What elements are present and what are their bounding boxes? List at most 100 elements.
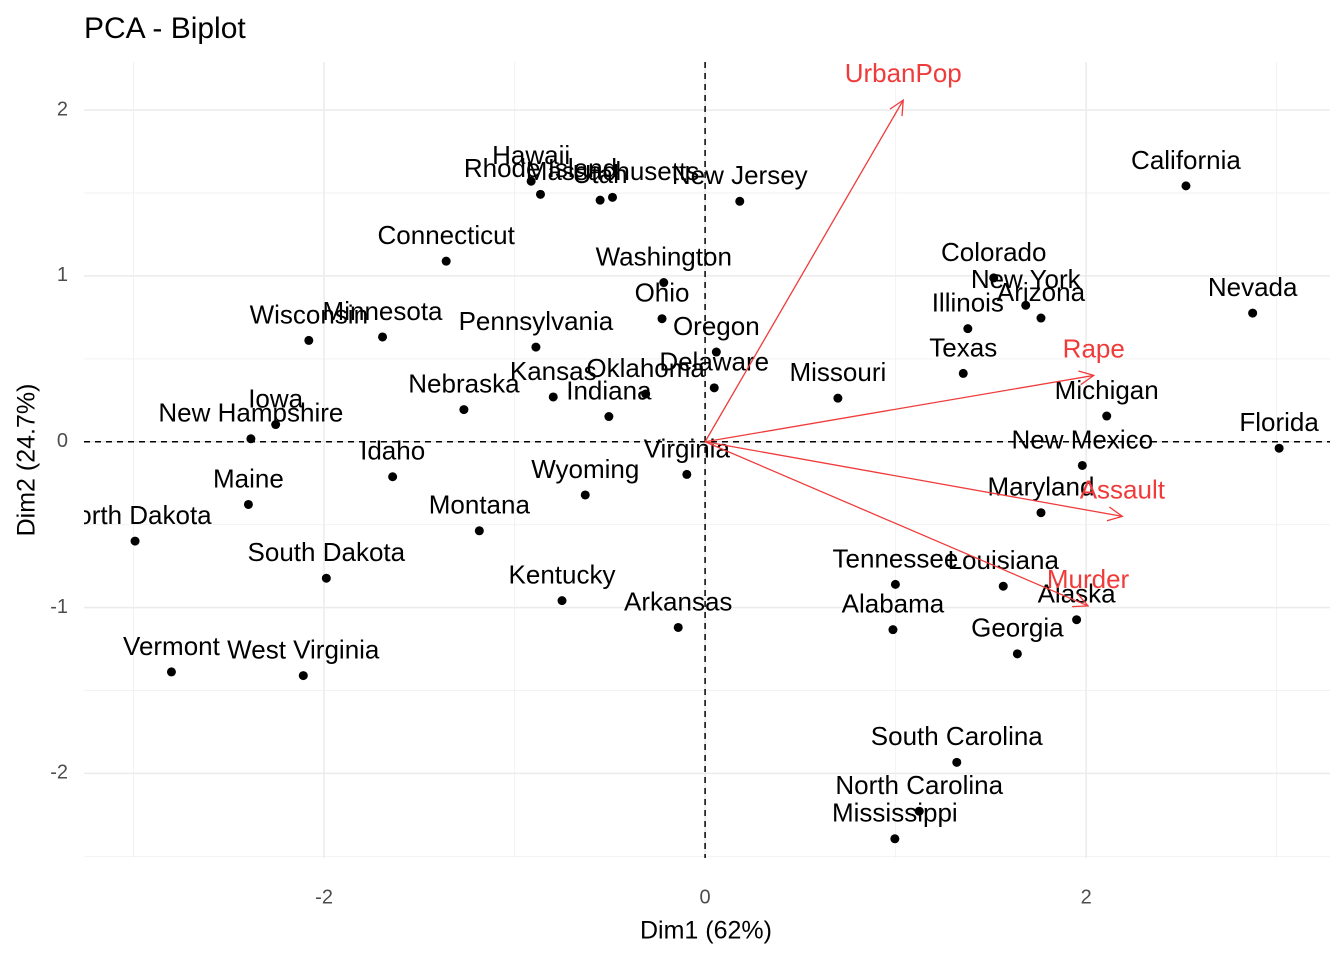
point xyxy=(890,579,900,589)
point xyxy=(243,499,253,509)
point-label: New York xyxy=(971,264,1082,294)
variable-label: Rape xyxy=(1063,333,1125,363)
point xyxy=(304,335,314,345)
point xyxy=(890,834,900,844)
arrow-head xyxy=(1078,370,1096,386)
variable-arrow xyxy=(704,441,1124,522)
x-tick-label: 0 xyxy=(700,886,711,908)
point-label: New Hampshire xyxy=(158,398,343,428)
point xyxy=(1012,649,1022,659)
point xyxy=(682,469,692,479)
point xyxy=(321,573,331,583)
y-tick-label: -2 xyxy=(50,762,68,784)
arrow-line xyxy=(704,441,1123,518)
point-label: Arizona xyxy=(997,277,1086,307)
point-label: Idaho xyxy=(360,436,425,466)
variable-arrow xyxy=(704,370,1096,443)
point-label: Alaska xyxy=(1038,579,1117,609)
x-tick-label: -2 xyxy=(315,886,333,908)
point-label: Michigan xyxy=(1055,375,1159,405)
point xyxy=(548,392,558,402)
variable-label: Assault xyxy=(1080,474,1166,504)
point-label: New Jersey xyxy=(672,160,808,190)
point xyxy=(1077,460,1087,470)
point xyxy=(1248,308,1258,318)
x-axis-title: Dim1 (62%) xyxy=(640,917,772,945)
point-label: New Mexico xyxy=(1012,424,1154,454)
point xyxy=(1102,411,1112,421)
y-tick-label: 0 xyxy=(57,430,68,452)
point-label: Iowa xyxy=(248,383,303,413)
point xyxy=(989,273,999,283)
point xyxy=(531,342,541,352)
point-label: Wisconsin xyxy=(250,299,368,329)
point-label: West Virginia xyxy=(227,634,380,664)
point-label: Maryland xyxy=(988,472,1095,502)
point-label: Hawaii xyxy=(492,140,570,170)
point-label: South Dakota xyxy=(248,537,406,567)
point-label: Vermont xyxy=(123,631,221,661)
point xyxy=(388,472,398,482)
point xyxy=(673,622,683,632)
point xyxy=(1274,443,1284,453)
chart-title: PCA - Biplot xyxy=(84,12,246,45)
point-label: Rhode Island xyxy=(464,153,617,183)
point xyxy=(659,278,669,288)
arrow-line xyxy=(704,441,1089,607)
arrow-head xyxy=(889,98,904,117)
point xyxy=(711,347,721,357)
point-label: Wyoming xyxy=(531,454,639,484)
point xyxy=(1036,508,1046,518)
point xyxy=(914,806,924,816)
point-label: Nevada xyxy=(1208,272,1298,302)
point-label: Pennsylvania xyxy=(459,306,614,336)
point-label: Montana xyxy=(429,490,531,520)
point-label: Virginia xyxy=(644,433,731,463)
arrow-head xyxy=(1106,506,1124,522)
point xyxy=(246,434,256,444)
variable-arrow xyxy=(704,441,1090,608)
point-label: Tennessee xyxy=(833,543,959,573)
point xyxy=(1036,313,1046,323)
point xyxy=(535,189,545,199)
point-label: Alabama xyxy=(842,589,945,619)
point xyxy=(709,383,719,393)
point xyxy=(952,757,962,767)
grid: -2 0 2 -2 -1 0 1 2 xyxy=(50,62,1330,908)
point-label: Mississippi xyxy=(832,798,958,828)
point xyxy=(298,671,308,681)
point-label: North Carolina xyxy=(835,770,1003,800)
point-label: Illinois xyxy=(932,288,1004,318)
point-label: Texas xyxy=(929,332,997,362)
point xyxy=(963,324,973,334)
point xyxy=(130,536,140,546)
point xyxy=(1072,615,1082,625)
point-label: Indiana xyxy=(566,375,652,405)
point-label: Georgia xyxy=(971,613,1064,643)
point xyxy=(441,256,451,266)
point-label: Kentucky xyxy=(509,560,616,590)
point-label: Washington xyxy=(596,241,732,271)
point xyxy=(657,314,667,324)
point-label: Nebraska xyxy=(408,368,520,398)
point-label: Arkansas xyxy=(624,586,732,616)
variable-label: Murder xyxy=(1047,564,1130,594)
point-label: Minnesota xyxy=(323,296,443,326)
y-axis-title: Dim2 (24.7%) xyxy=(13,384,41,537)
variable-arrow xyxy=(704,98,904,443)
point-label: Connecticut xyxy=(378,220,516,250)
point xyxy=(595,195,605,205)
point xyxy=(474,526,484,536)
point-label: Colorado xyxy=(941,237,1047,267)
point-label: Oregon xyxy=(673,311,760,341)
point xyxy=(580,490,590,500)
point xyxy=(833,393,843,403)
point xyxy=(459,405,469,415)
point-label: Maine xyxy=(213,463,284,493)
point xyxy=(641,389,651,399)
point xyxy=(557,596,567,606)
point xyxy=(1021,300,1031,310)
point-label: Louisiana xyxy=(948,545,1060,575)
point xyxy=(271,420,281,430)
